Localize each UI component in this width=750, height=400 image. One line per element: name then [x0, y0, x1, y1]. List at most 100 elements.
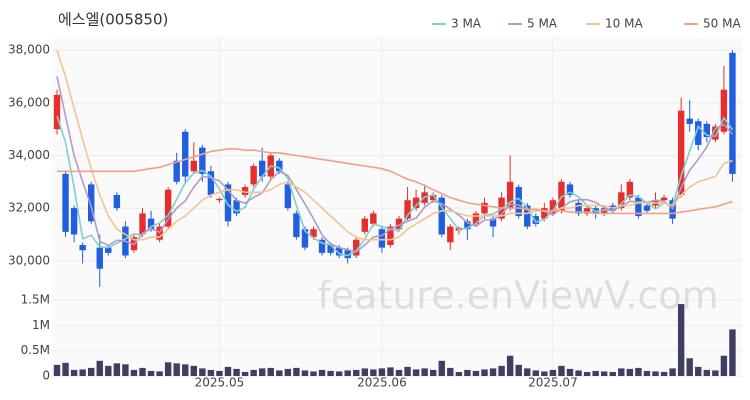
candle-body [703, 123, 710, 138]
candle-body [720, 89, 728, 132]
candle-body [327, 244, 334, 253]
candle-body [53, 94, 61, 130]
y-tick-label: 32,000 [8, 201, 50, 215]
candle-body [378, 229, 386, 248]
chart-title: 에스엘(005850) [58, 11, 168, 29]
volume-bar [601, 371, 608, 376]
candle-body [489, 218, 497, 227]
volume-bar [259, 368, 266, 376]
volume-bar [301, 370, 309, 376]
candle-body [147, 218, 155, 230]
volume-bar [370, 369, 377, 376]
candle-body [344, 250, 351, 259]
volume-bar [566, 368, 574, 376]
volume-bar [558, 365, 565, 376]
volume-bar [481, 369, 488, 376]
volume-bar [327, 370, 334, 376]
candle-body [618, 192, 625, 209]
volume-bar [575, 370, 582, 376]
candle-body [635, 197, 642, 217]
volume-bar [378, 368, 386, 376]
volume-bar [729, 329, 736, 376]
volume-bar [532, 370, 539, 376]
volume-bar [489, 368, 497, 376]
volume-bar [695, 366, 702, 376]
candle-body [481, 202, 488, 214]
legend-label: 10 MA [605, 17, 643, 31]
candle-body [566, 184, 574, 195]
candle-body [541, 208, 548, 219]
volume-bar [387, 367, 394, 376]
volume-bar [430, 369, 437, 376]
volume-bar [130, 369, 138, 376]
candle-body [113, 194, 121, 209]
candle-body [430, 194, 437, 201]
volume-bar [276, 370, 283, 376]
candle-body [472, 213, 480, 224]
volume-bar [310, 371, 317, 376]
volume-bar [53, 364, 61, 376]
volume-bar [498, 365, 505, 376]
volume-bar [712, 370, 719, 376]
candle-body [310, 229, 317, 238]
volume-bar [241, 371, 249, 376]
candle-body [173, 160, 180, 182]
candle-body [164, 189, 172, 227]
candle-body [88, 184, 95, 222]
candle-body [301, 229, 309, 248]
watermark: feature.enViewV.com [317, 274, 718, 318]
volume-bar [635, 367, 642, 376]
volume-bar [404, 366, 411, 376]
candle-body [70, 208, 78, 235]
volume-bar [233, 368, 240, 376]
candle-body [712, 126, 719, 140]
candle-body [361, 218, 368, 232]
volume-bar [284, 368, 292, 376]
volume-bar [515, 364, 522, 376]
candle-body [412, 197, 420, 209]
candle-body [62, 173, 69, 232]
candle-body [575, 202, 582, 214]
candle-body [79, 244, 86, 251]
candle-body [506, 181, 514, 209]
candle-body [515, 187, 522, 217]
x-tick-label: 2025.06 [357, 376, 407, 390]
volume-bar [361, 368, 368, 376]
candle-body [182, 131, 189, 177]
volume-bar [293, 367, 300, 376]
volume-bar [139, 367, 146, 376]
volume-bar [353, 369, 360, 376]
candle-body [549, 200, 557, 214]
candle-body [190, 160, 197, 172]
y-tick-label: 30,000 [8, 253, 50, 267]
candle-body [532, 216, 539, 224]
volume-bar [626, 368, 634, 376]
candle-body [447, 226, 454, 243]
candle-body [139, 213, 146, 235]
volume-tick-label: 1.5M [21, 293, 50, 307]
volume-bar [190, 365, 197, 376]
candle-body [250, 166, 257, 185]
volume-bar [421, 368, 428, 376]
volume-bar [686, 358, 693, 376]
volume-bar [549, 369, 557, 376]
candle-body [370, 213, 377, 224]
candle-body [643, 205, 651, 211]
candle-body [404, 200, 411, 219]
volume-bar [541, 371, 548, 376]
candle-body [233, 200, 240, 214]
candle-body [729, 52, 736, 174]
candle-body [583, 208, 591, 214]
volume-bar [703, 369, 710, 376]
candle-body [96, 247, 103, 269]
volume-bar [216, 370, 223, 376]
candle-body [524, 205, 531, 227]
candle-body [387, 226, 394, 245]
x-tick-label: 2025.05 [195, 376, 245, 390]
volume-bar [669, 368, 676, 376]
candle-body [284, 184, 292, 209]
candle-body [438, 197, 445, 235]
volume-bar [250, 369, 257, 376]
volume-bar [395, 369, 403, 376]
volume-bar [173, 363, 180, 376]
